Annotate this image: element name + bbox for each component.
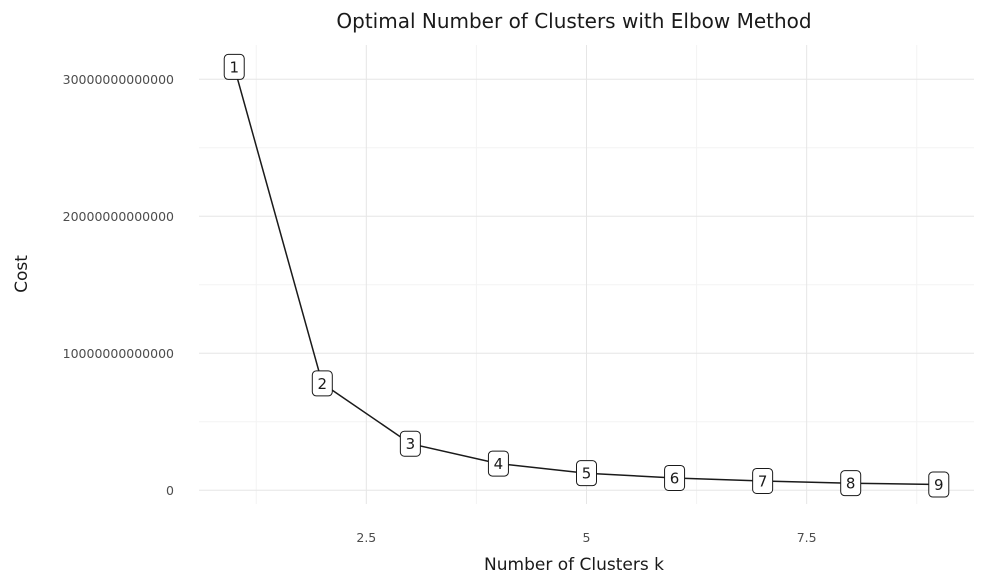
data-label: 3 — [406, 435, 416, 453]
data-label-box — [311, 370, 333, 397]
data-label: 9 — [934, 476, 944, 494]
data-label-box — [399, 430, 421, 457]
data-label-box — [840, 470, 862, 497]
data-label-box — [487, 450, 509, 477]
data-point-label: 3 — [399, 430, 421, 457]
chart-title: Optimal Number of Clusters with Elbow Me… — [336, 9, 811, 33]
data-label: 2 — [318, 375, 328, 393]
y-axis-label: Cost — [12, 255, 32, 293]
data-label: 6 — [670, 469, 680, 487]
data-point-label: 8 — [840, 470, 862, 497]
x-tick-label: 7.5 — [797, 530, 817, 545]
data-label: 8 — [846, 475, 856, 493]
data-label-box — [664, 464, 686, 491]
tick-labels-layer: 2.5 5 7.5 0 10000000000000 20000000000000 3000… — [63, 72, 817, 545]
x-tick-label: 2.5 — [356, 530, 376, 545]
data-label: 4 — [494, 455, 504, 473]
data-point-label: 6 — [664, 464, 686, 491]
y-tick-label: 30000000000000 — [63, 72, 174, 87]
major-gridlines — [199, 45, 974, 504]
data-label-box — [752, 467, 774, 494]
data-label: 1 — [229, 58, 239, 76]
data-label: 7 — [758, 472, 768, 490]
y-tick-label: 0 — [166, 483, 174, 498]
x-tick-label: 5 — [583, 530, 591, 545]
data-point-label: 2 — [311, 370, 333, 397]
data-labels-layer: 1 2 3 4 5 6 7 8 9 — [223, 53, 950, 498]
y-tick-label: 10000000000000 — [63, 346, 174, 361]
data-label-box — [928, 471, 950, 498]
data-point-label: 7 — [752, 467, 774, 494]
data-label-box — [576, 460, 597, 487]
data-label: 5 — [582, 465, 592, 483]
data-point-label: 1 — [223, 53, 245, 80]
y-tick-label: 20000000000000 — [63, 209, 174, 224]
data-label-box — [223, 53, 245, 80]
data-point-label: 4 — [487, 450, 509, 477]
x-axis-label: Number of Clusters k — [484, 555, 664, 575]
data-point-label: 5 — [576, 460, 597, 487]
data-point-label: 9 — [928, 471, 950, 498]
